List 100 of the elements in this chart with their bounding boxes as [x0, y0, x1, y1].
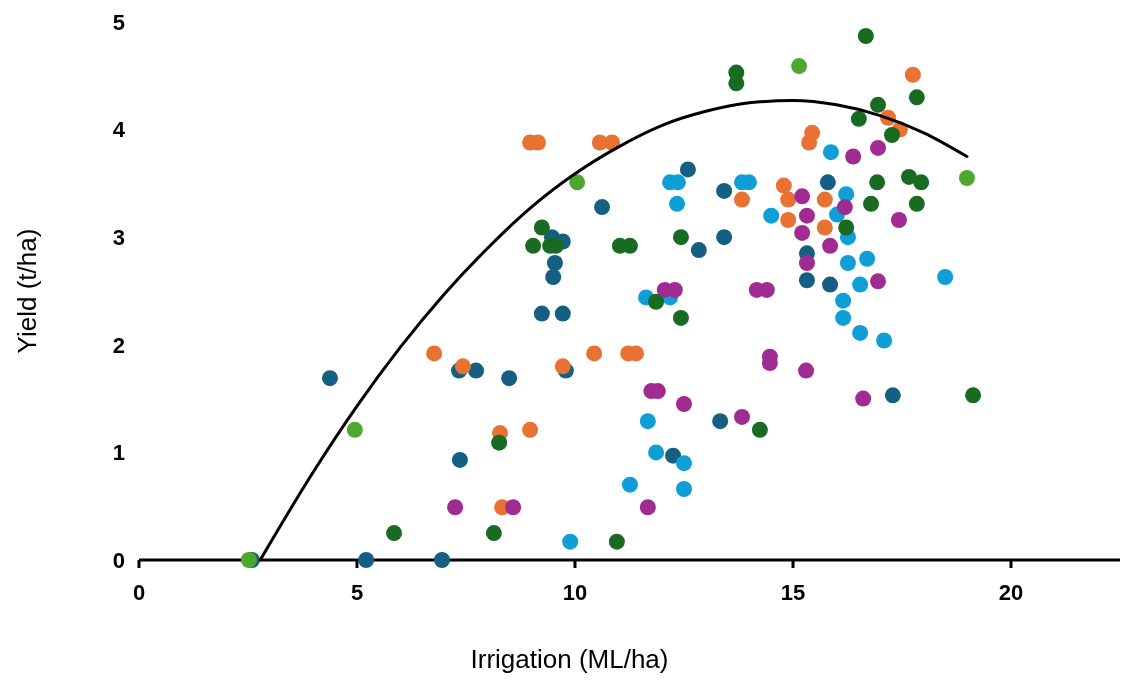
point	[819, 174, 836, 191]
point	[958, 170, 975, 187]
point	[522, 421, 539, 438]
point	[554, 305, 571, 322]
point	[798, 255, 815, 272]
point	[822, 276, 839, 293]
point	[836, 199, 853, 216]
y-tick-label: 3	[112, 224, 125, 250]
point	[676, 395, 692, 412]
point	[505, 499, 522, 516]
point	[838, 219, 855, 236]
x-axis-title: Irrigation (ML/ha)	[470, 644, 669, 674]
point	[712, 413, 729, 430]
point	[545, 269, 562, 286]
point	[554, 358, 571, 375]
x-tick-label: 15	[780, 580, 806, 605]
point	[904, 66, 921, 83]
point	[608, 533, 625, 550]
point	[358, 552, 375, 568]
point	[798, 272, 815, 289]
point	[716, 182, 733, 199]
point	[852, 276, 869, 293]
point	[780, 191, 797, 208]
x-tick-label: 20	[998, 580, 1024, 605]
point	[883, 126, 900, 143]
y-tick-label: 5	[112, 9, 125, 35]
point	[870, 96, 887, 113]
point	[908, 195, 925, 212]
y-tick-label: 4	[112, 117, 126, 143]
point	[468, 362, 485, 379]
point	[965, 387, 982, 404]
point	[669, 195, 686, 212]
point	[562, 533, 579, 550]
point	[639, 499, 656, 516]
point	[690, 242, 707, 259]
point	[451, 451, 468, 468]
point	[835, 309, 852, 326]
point	[835, 292, 852, 309]
point	[454, 358, 471, 375]
point	[937, 269, 954, 286]
point	[900, 168, 917, 185]
point	[845, 148, 862, 165]
point	[876, 332, 893, 349]
point	[447, 499, 464, 516]
point	[676, 480, 692, 497]
point	[546, 255, 563, 272]
point	[716, 229, 733, 246]
point	[816, 191, 833, 208]
point	[346, 421, 363, 438]
point	[672, 229, 689, 246]
point	[869, 174, 886, 191]
point	[870, 139, 887, 156]
point	[775, 177, 792, 194]
point	[763, 207, 780, 224]
point	[822, 144, 839, 161]
point	[533, 305, 550, 322]
point	[798, 362, 815, 379]
point	[386, 525, 403, 542]
point	[870, 273, 887, 290]
point	[855, 390, 872, 407]
point	[569, 174, 586, 191]
point	[665, 447, 682, 464]
point	[863, 195, 880, 212]
point	[594, 199, 611, 216]
point	[676, 455, 692, 472]
point	[859, 250, 876, 267]
point	[884, 387, 901, 404]
point	[816, 219, 833, 236]
point	[491, 434, 508, 451]
point	[798, 207, 815, 224]
point	[733, 408, 750, 425]
point	[321, 370, 338, 387]
point	[728, 75, 745, 92]
x-tick-label: 10	[562, 580, 588, 605]
point	[857, 27, 874, 44]
point	[679, 161, 696, 178]
point	[485, 525, 502, 542]
point	[780, 211, 797, 228]
point	[533, 219, 550, 236]
point	[791, 58, 808, 75]
point	[525, 237, 542, 254]
point	[794, 188, 811, 205]
point	[890, 211, 907, 228]
point	[913, 174, 930, 191]
point	[733, 191, 750, 208]
y-axis-title: Yield (t/ha)	[12, 228, 42, 354]
point	[648, 293, 665, 310]
point	[672, 309, 689, 326]
point	[639, 413, 656, 430]
point	[801, 134, 818, 151]
point	[586, 345, 603, 362]
point	[852, 324, 869, 341]
point	[794, 224, 811, 241]
point	[850, 110, 867, 127]
y-tick-label: 1	[112, 440, 125, 466]
point	[839, 255, 856, 272]
point	[908, 89, 925, 106]
x-tick-label: 0	[132, 580, 146, 605]
y-tick-label: 2	[112, 332, 125, 358]
point	[501, 370, 518, 387]
